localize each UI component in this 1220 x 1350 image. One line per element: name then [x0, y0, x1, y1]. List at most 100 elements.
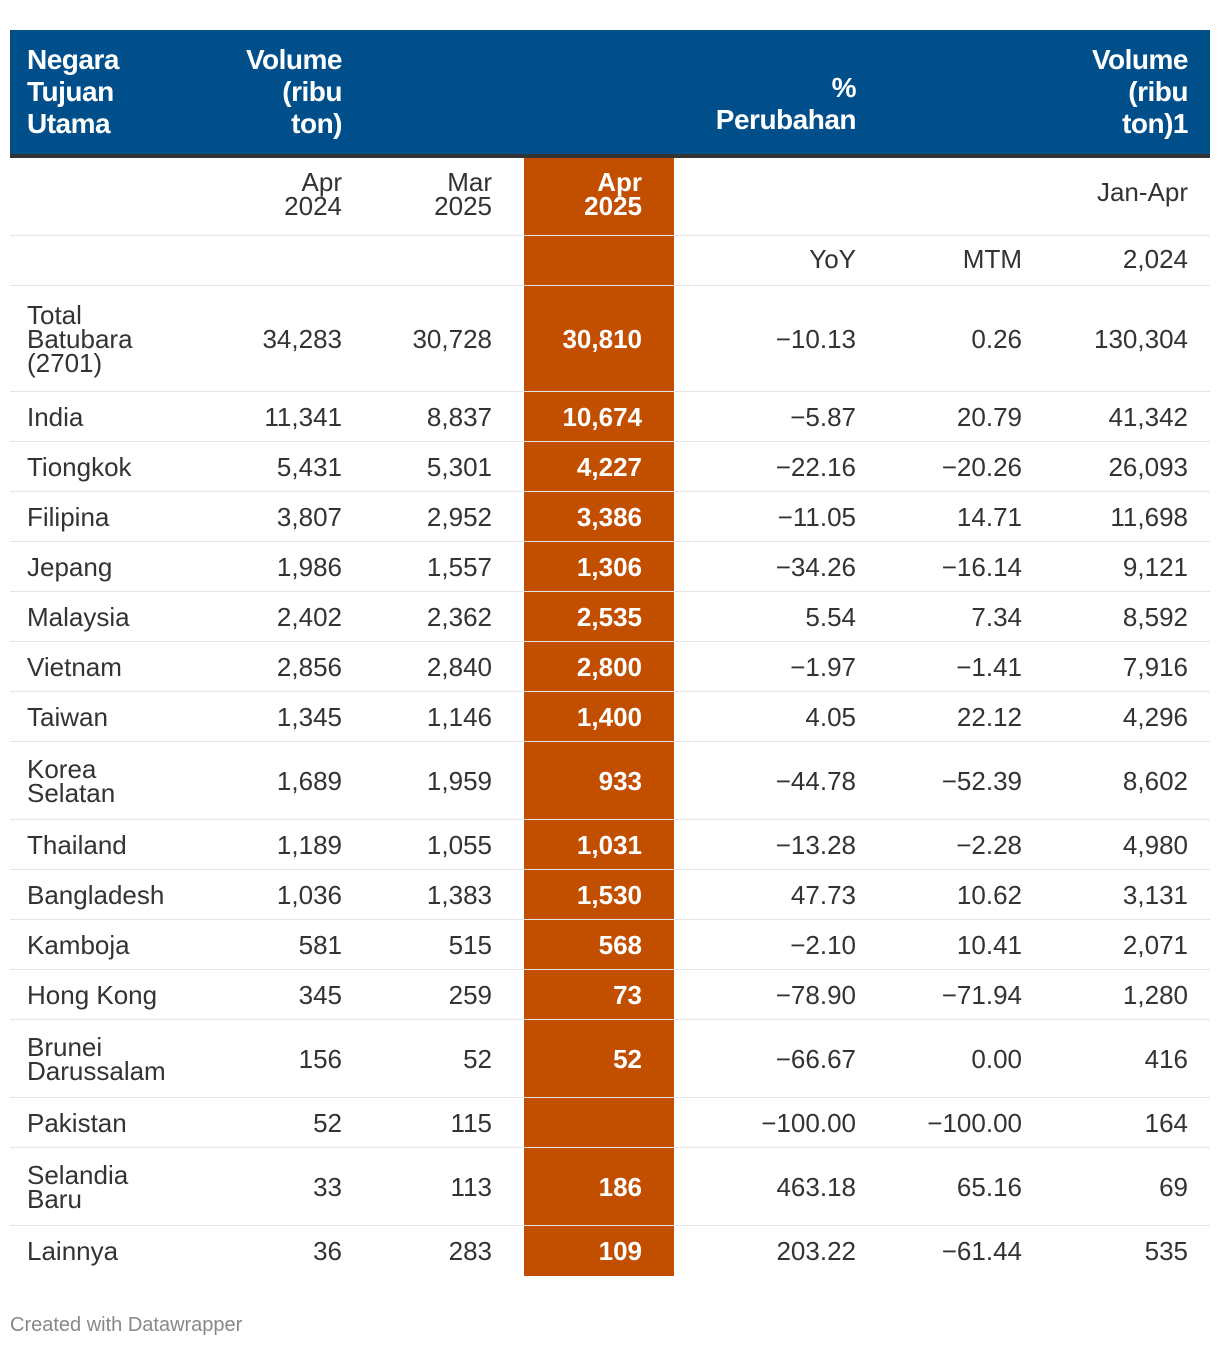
cell-mar-2025: 2,362	[426, 601, 492, 632]
cell-apr-2025: 30,810	[524, 286, 674, 391]
table-body: Apr 2024 Mar 2025 Apr 2025 Jan-Apr YoY MTM 2,0…	[10, 158, 1210, 1276]
cell-apr-2024: 34,283	[262, 323, 342, 354]
cell-country: Malaysia	[27, 601, 130, 632]
cell-apr-2024: 1,689	[276, 765, 342, 796]
cell-apr-2024: 3,807	[276, 501, 342, 532]
cell-mar-2025: 5,301	[426, 451, 492, 482]
cell-mtm: MTM	[962, 244, 1022, 274]
cell-apr-2024: 345	[298, 979, 342, 1010]
cell-yoy: −78.90	[775, 979, 856, 1010]
cell-yoy: −22.16	[775, 451, 856, 482]
cell-apr-2024: 2,856	[276, 651, 342, 682]
cell-mtm: −100.00	[927, 1107, 1022, 1138]
cell-mar-2025: 115	[450, 1107, 492, 1138]
cell-jan-apr: 130,304	[1094, 323, 1188, 354]
table-row: Total Batubara (2701) 34,283 30,728 30,810 −…	[10, 286, 1210, 392]
cell-apr-2024: 156	[298, 1043, 342, 1074]
header-volume-ytd: Volume (ribu ton)1	[1091, 44, 1189, 139]
cell-mar-2025: 259	[448, 979, 492, 1010]
cell-mtm: 65.16	[956, 1171, 1022, 1202]
cell-jan-apr: 4,980	[1122, 829, 1188, 860]
cell-apr-2024: 11,341	[264, 401, 342, 432]
cell-country: Filipina	[27, 501, 110, 532]
cell-country: Total Batubara (2701)	[27, 299, 133, 378]
cell-yoy: −100.00	[761, 1107, 856, 1138]
cell-mtm: 14.71	[956, 501, 1022, 532]
cell-country: Selandia Baru	[27, 1159, 129, 1214]
cell-apr-2024: 1,986	[276, 551, 342, 582]
cell-jan-apr: 535	[1144, 1236, 1188, 1266]
table-header: Negara Tujuan Utama Volume (ribu ton) % …	[10, 30, 1210, 158]
cell-mar-2025: 2,952	[426, 501, 492, 532]
table-row: Thailand 1,189 1,055 1,031 −13.28 −2.28 4,980	[10, 820, 1210, 870]
cell-apr-2025: 933	[524, 742, 674, 819]
cell-mar-2025: 515	[448, 929, 492, 960]
table-row: Jepang 1,986 1,557 1,306 −34.26 −16.14 9,121	[10, 542, 1210, 592]
cell-jan-apr: 416	[1144, 1043, 1188, 1074]
cell-mtm: −16.14	[941, 551, 1022, 582]
cell-jan-apr: 26,093	[1108, 451, 1188, 482]
cell-yoy: YoY	[809, 244, 856, 274]
cell-jan-apr: 2,071	[1122, 929, 1188, 960]
cell-apr-2024: 1,189	[276, 829, 342, 860]
cell-apr-2025: 109	[524, 1226, 674, 1276]
header-volume: Volume (ribu ton)	[245, 44, 343, 139]
cell-country: Korea Selatan	[27, 753, 116, 808]
cell-jan-apr: 1,280	[1122, 979, 1188, 1010]
cell-mar-2025	[340, 236, 492, 285]
footer-credit: Created with Datawrapper	[10, 1314, 243, 1336]
table-row: Kamboja 581 515 568 −2.10 10.41 2,071	[10, 920, 1210, 970]
cell-apr-2024: 1,036	[276, 879, 342, 910]
cell-apr-2025: 1,306	[524, 542, 674, 591]
cell-apr-2024: 33	[313, 1171, 342, 1202]
cell-mar-2025: 1,383	[426, 879, 492, 910]
cell-mar-2025: 1,055	[426, 829, 492, 860]
cell-mar-2025: 1,959	[426, 765, 492, 796]
table-row: Vietnam 2,856 2,840 2,800 −1.97 −1.41 7,916	[10, 642, 1210, 692]
cell-apr-2025: 52	[524, 1020, 674, 1097]
cell-country: Brunei Darussalam	[27, 1031, 166, 1086]
cell-yoy: −34.26	[775, 551, 856, 582]
cell-apr-2025: 3,386	[524, 492, 674, 541]
table-row: Tiongkok 5,431 5,301 4,227 −22.16 −20.26 26,09…	[10, 442, 1210, 492]
cell-yoy: 203.22	[776, 1236, 856, 1266]
cell-yoy: 4.05	[805, 701, 856, 732]
cell-country: Taiwan	[27, 701, 108, 732]
cell-country: Tiongkok	[27, 451, 132, 482]
cell-jan-apr: 7,916	[1122, 651, 1188, 682]
cell-apr-2025: 1,530	[524, 870, 674, 919]
cell-apr-2024: 52	[313, 1107, 342, 1138]
cell-country: Lainnya	[27, 1236, 119, 1266]
table-row: Hong Kong 345 259 73 −78.90 −71.94 1,280	[10, 970, 1210, 1020]
cell-country: Hong Kong	[27, 979, 158, 1010]
cell-mtm: 22.12	[956, 701, 1022, 732]
cell-mar-2025: Mar 2025	[434, 167, 492, 221]
cell-apr-2025	[524, 1098, 674, 1147]
cell-jan-apr: 164	[1144, 1107, 1188, 1138]
header-destination: Negara Tujuan Utama	[27, 44, 119, 139]
cell-jan-apr: 41,342	[1108, 401, 1188, 432]
cell-yoy: −1.97	[790, 651, 856, 682]
cell-apr-2024: 5,431	[276, 451, 342, 482]
cell-jan-apr: 11,698	[1110, 501, 1188, 532]
table-row: Lainnya 36 283 109 203.22 −61.44 535	[10, 1226, 1210, 1276]
cell-jan-apr: 8,602	[1122, 765, 1188, 796]
cell-jan-apr: 3,131	[1122, 879, 1188, 910]
cell-yoy: −44.78	[775, 765, 856, 796]
cell-mtm: 0.00	[971, 1043, 1022, 1074]
cell-apr-2025: 186	[524, 1148, 674, 1225]
cell-country: Jepang	[27, 551, 113, 582]
cell-jan-apr: 2,024	[1122, 244, 1188, 274]
cell-mar-2025: 1,557	[426, 551, 492, 582]
table-row: Malaysia 2,402 2,362 2,535 5.54 7.34 8,592	[10, 592, 1210, 642]
cell-apr-2024: 581	[298, 929, 342, 960]
cell-country: India	[27, 401, 84, 432]
cell-jan-apr: 9,121	[1122, 551, 1188, 582]
cell-yoy: −66.67	[775, 1043, 856, 1074]
cell-yoy	[674, 158, 856, 235]
cell-apr-2025: Apr 2025	[524, 158, 674, 235]
cell-mar-2025: 2,840	[426, 651, 492, 682]
table-row: India 11,341 8,837 10,674 −5.87 20.79 41,342	[10, 392, 1210, 442]
cell-apr-2024: Apr 2024	[284, 167, 342, 221]
table-row: Brunei Darussalam 156 52 52 −66.67 0.00 416	[10, 1020, 1210, 1098]
